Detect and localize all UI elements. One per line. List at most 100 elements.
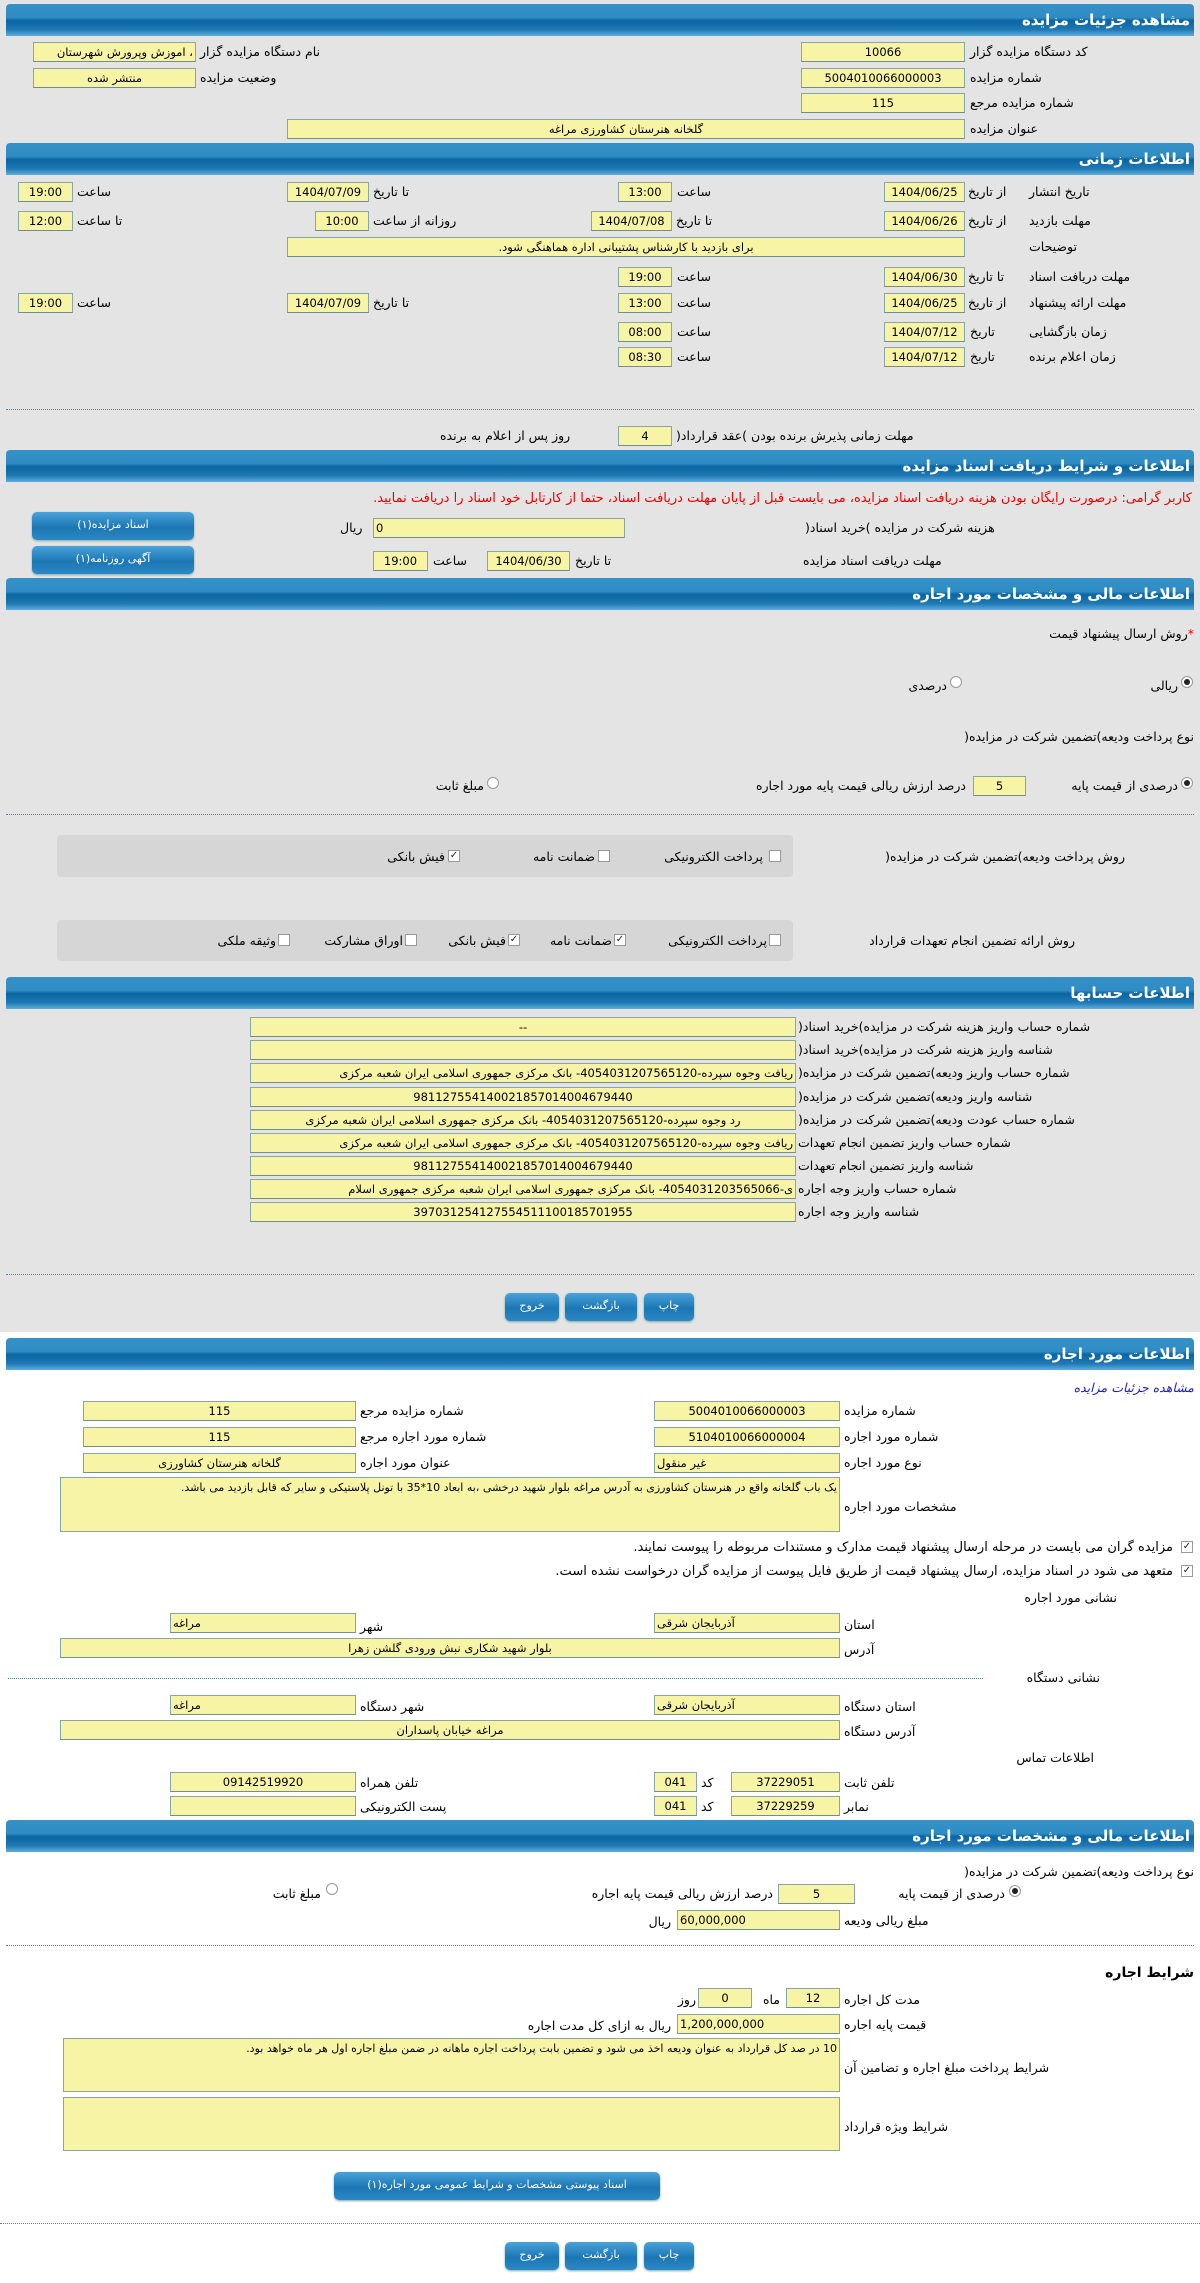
visit-from-time: 10:00 [315,211,369,231]
checkbox-guarantee-bonds[interactable] [405,934,417,946]
account-label: شماره حساب عودت ودیعه)تضمین شرکت در مزای… [798,1112,1075,1127]
payment-terms-label: شرایط پرداخت مبلغ اجاره و تضامین آن [844,2060,1050,2075]
exit-button[interactable]: خروج [505,2242,559,2270]
checkbox-deposit-electronic[interactable] [769,850,781,862]
org-province-field: آذربایجان شرقی [654,1695,840,1715]
account-value: 397031254127554511100185701955 [250,1202,796,1222]
radio-lease-deposit-fixed[interactable] [326,1883,338,1895]
divider [0,2223,1200,2224]
publish-label: تاریخ انتشار [1029,184,1090,199]
radio-lease-deposit-percent[interactable] [1009,1885,1021,1897]
city-label: شهر [360,1619,384,1634]
item-ref-label: شماره مورد اجاره مرجع [360,1429,487,1444]
special-terms-textarea[interactable] [63,2097,840,2151]
to-date-label: تا تاریخ [676,213,713,228]
lease-auction-number-field: 5004010066000003 [654,1401,840,1421]
fax-field: 37229259 [731,1796,840,1816]
checkbox-attach-docs[interactable]: ✓ [1181,1541,1193,1553]
lease-auction-ref-field: 115 [83,1401,356,1421]
notes-label: توضیحات [1029,239,1077,254]
publish-to-date: 1404/07/09 [287,182,369,202]
radio-percent-label: درصدی [908,678,947,693]
account-value: ریافت وجوه سپرده-4054031207565120- بانک … [250,1063,796,1083]
auction-number-label: شماره مزایده [970,70,1042,85]
radio-percent[interactable] [950,676,962,688]
payment-terms-textarea[interactable]: 10 در صد کل قرارداد به عنوان ودیعه اخذ م… [63,2038,840,2092]
deposit-percent-suffix: درصد ارزش ریالی قیمت پایه مورد اجاره [755,778,966,793]
opening-time: 08:00 [618,322,672,342]
back-button[interactable]: بازگشت [565,2242,637,2270]
mobile-field: 09142519920 [170,1772,356,1792]
acceptance-suffix: روز پس از اعلام به برنده [440,428,571,443]
checkbox-guarantee-bank-receipt[interactable]: ✓ [508,934,520,946]
documents-notice: کاربر گرامی: درصورت رایگان بودن هزینه در… [373,491,1192,506]
org-code-label: کد دستگاه مزایده گزار [970,44,1088,59]
print-button[interactable]: چاپ [644,1293,694,1321]
back-button[interactable]: بازگشت [565,1293,637,1321]
auction-ref-field: 115 [801,93,965,113]
checkbox-guarantee-letter[interactable]: ✓ [614,934,626,946]
checkbox-deposit-guarantee[interactable] [598,850,610,862]
divider [6,409,1194,410]
acceptance-days-field: 4 [618,426,672,446]
item-number-label: شماره مورد اجاره [844,1429,939,1444]
org-address-field: مراغه خیابان پاسداران [60,1720,840,1740]
radio-rial[interactable] [1181,676,1193,688]
visit-label: مهلت بازدید [1029,213,1091,228]
price-method-text: روش ارسال پیشنهاد قیمت [1049,626,1188,641]
radio-deposit-fixed[interactable] [487,777,499,789]
checkbox-guarantee-property[interactable] [278,934,290,946]
print-button[interactable]: چاپ [644,2242,694,2270]
radio-deposit-percent[interactable] [1181,777,1193,789]
lease-percent-suffix: درصد ارزش ریالی قیمت پایه اجاره [591,1886,773,1901]
item-ref-field: 115 [83,1427,356,1447]
fax-label: نمابر [844,1799,869,1814]
hour-label: ساعت [677,295,712,310]
checkbox-deposit-bank-receipt[interactable]: ✓ [448,850,460,862]
visit-from-date: 1404/06/26 [884,211,965,231]
docs-to-time: 19:00 [618,267,672,287]
newspaper-ad-button[interactable]: آگهی روزنامه(۱) [32,546,194,574]
winner-time: 08:30 [618,347,672,367]
deposit-guarantee-label: ضمانت نامه [532,849,595,864]
days-field: 0 [698,1988,752,2008]
phone-label: تلفن ثابت [844,1775,895,1790]
offer-to-date: 1404/07/09 [287,293,369,313]
hour-label: ساعت [677,324,712,339]
item-specs-textarea[interactable]: یک باب گلخانه واقع در هنرستان کشاورزی به… [60,1477,840,1532]
lease-terms-heading: شرایط اجاره [1105,1965,1194,1981]
account-value: -- [250,1017,796,1037]
checkbox-guarantee-electronic[interactable] [769,934,781,946]
auction-details-link[interactable]: مشاهده جزئیات مزایده [1073,1380,1194,1395]
publish-from-time: 13:00 [618,182,672,202]
item-type-field: غیر منقول [654,1453,840,1473]
notes-field: برای بازدید با کارشناس پشتیبانی اداره هم… [287,237,965,257]
org-city-label: شهر دستگاه [360,1699,425,1714]
to-date-label: تا تاریخ [373,184,410,199]
deposit-amount-label: مبلغ ریالی ودیعه [844,1913,929,1928]
divider [6,1945,1194,1946]
hour-label: ساعت [433,553,468,568]
attachment-docs-button[interactable]: اسناد پیوستی مشخصات و شرایط عمومی مورد ا… [334,2172,660,2200]
account-value: ریافت وجوه سپرده-4054031207565120- بانک … [250,1133,796,1153]
to-hour-label: تا ساعت [77,213,123,228]
exit-button[interactable]: خروج [505,1293,559,1321]
deposit-electronic-label: پرداخت الکترونیکی [664,849,763,864]
divider [6,1274,1194,1275]
no-attachment-text: متعهد می شود در اسناد مزایده، ارسال پیشن… [555,1564,1173,1579]
base-price-suffix: ریال به ازای کل مدت اجاره [527,2018,671,2033]
currency-label: ریال [648,1914,671,1929]
checkbox-no-attachment[interactable]: ✓ [1181,1565,1193,1577]
email-field [170,1796,356,1816]
special-terms-label: شرایط ویژه قرارداد [844,2119,949,2134]
section-header-accounts: اطلاعات حسابها [6,977,1194,1009]
account-value [250,1040,796,1060]
item-title-field: گلخانه هنرستان کشاورزی [83,1453,356,1473]
docs-to-date: 1404/06/30 [884,267,965,287]
lease-deposit-type-label: نوع پرداخت ودیعه)تضمین شرکت در مزایده( [964,1864,1194,1879]
radio-rial-label: ریالی [1150,678,1178,693]
docs-deadline-date: 1404/06/30 [487,551,570,571]
lease-address-heading: نشانی مورد اجاره [1024,1590,1117,1605]
acceptance-label: مهلت زمانی پذیرش برنده بودن )عقد قرارداد… [676,428,914,443]
auction-docs-button[interactable]: اسناد مزایده(۱) [32,512,194,540]
